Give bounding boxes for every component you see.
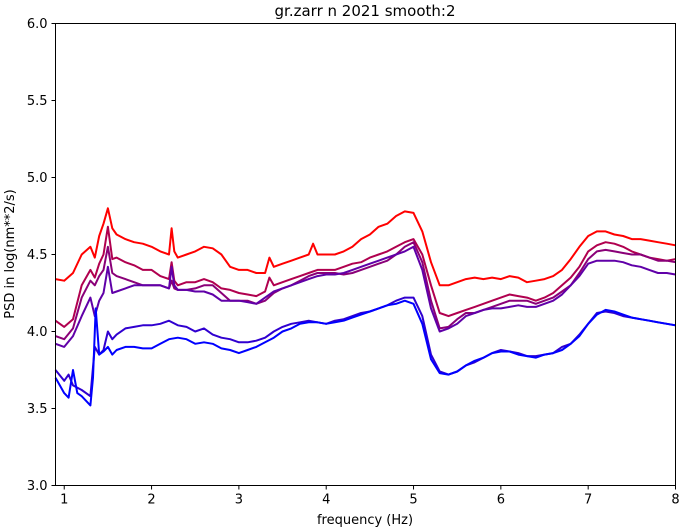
x-tick-label: 3 [235,493,243,508]
chart-title: gr.zarr n 2021 smooth:2 [275,2,456,20]
x-tick-label: 7 [584,493,592,508]
plot-lines [54,207,676,407]
y-axis-ticks: 3.0 3.5 4.0 4.5 5.0 5.5 6.0 [27,17,56,494]
plot-frame [55,23,676,486]
y-tick-label: 5.5 [27,94,48,109]
x-axis-label: frequency (Hz) [317,513,413,528]
series-line-3 [55,245,676,348]
y-axis-label: PSD in log(nm**2/s) [3,189,18,319]
series-line-2 [55,241,676,341]
x-tick-label: 2 [147,493,155,508]
x-tick-label: 1 [60,493,68,508]
series-line-4 [54,296,676,398]
y-tick-label: 5.0 [27,171,48,186]
y-tick-label: 4.0 [27,325,48,340]
y-tick-label: 3.0 [27,479,48,494]
series-line-5 [54,299,676,407]
x-tick-label: 6 [497,493,505,508]
x-tick-label: 5 [409,493,417,508]
y-tick-label: 6.0 [27,17,48,32]
y-tick-label: 4.5 [27,248,48,263]
x-tick-label: 8 [671,493,679,508]
x-axis-ticks: 1 2 3 4 5 6 7 8 [60,485,680,508]
series-line-0 [55,207,676,287]
y-tick-label: 3.5 [27,402,48,417]
x-tick-label: 4 [322,493,330,508]
series-line-1 [54,225,676,328]
